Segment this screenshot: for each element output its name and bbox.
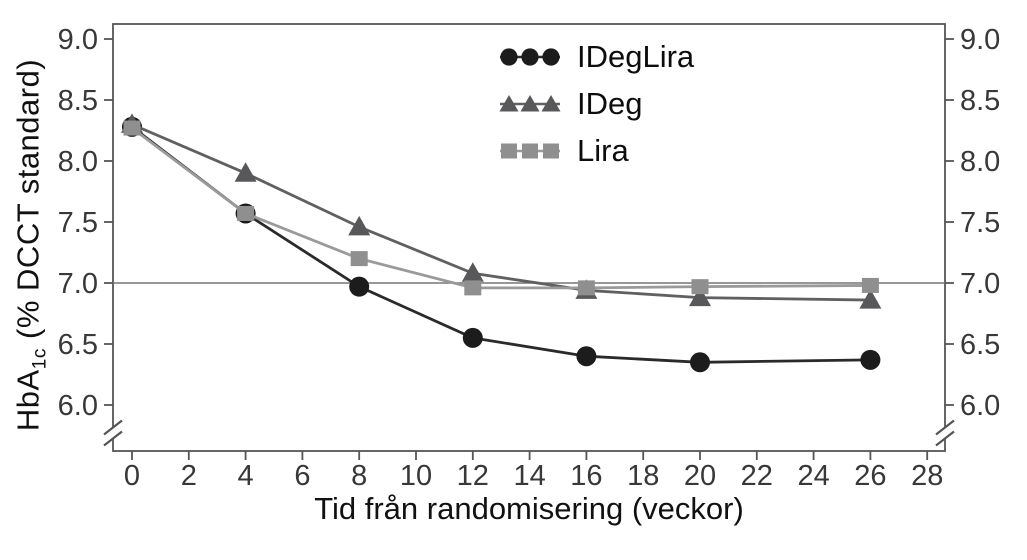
series-marker-lira-icon: [861, 277, 879, 293]
series-marker-ideg-icon: [859, 289, 882, 309]
y-axis-title: HbA1c (% DCCT standard): [10, 59, 51, 431]
legend-marker-squares-icon: [500, 143, 560, 158]
y-tick-label-right: 8.0: [960, 146, 1000, 178]
series-marker-lira-icon: [691, 279, 709, 295]
series-marker-ideg-icon: [461, 262, 484, 282]
legend-label: IDeg: [577, 85, 643, 121]
y-axis-title-prefix: HbA: [10, 369, 46, 432]
y-tick-label-left: 7.0: [58, 268, 98, 300]
x-tick-label: 2: [181, 460, 197, 492]
series-marker-lira-icon: [577, 280, 595, 296]
series-marker-ideglira-icon: [860, 349, 881, 370]
axis-break-mask: [931, 421, 959, 445]
legend-label: Lira: [577, 132, 629, 168]
y-tick-label-left: 6.5: [58, 329, 98, 361]
axis-break-icon: [103, 430, 123, 447]
series-marker-lira-icon: [123, 120, 141, 136]
y-tick-label-right: 7.0: [960, 268, 1000, 300]
x-tick-label: 8: [351, 460, 367, 492]
y-tick-label-left: 9.0: [58, 24, 98, 56]
y-tick-label-right: 6.0: [960, 390, 1000, 422]
series-marker-ideglira-icon: [576, 346, 597, 367]
legend-item-ideglira: IDegLira: [498, 33, 694, 80]
series-marker-ideg-icon: [348, 215, 371, 236]
y-axis-title-subscript: 1c: [29, 348, 51, 370]
series-marker-lira-icon: [237, 205, 255, 221]
y-tick-label-right: 6.5: [960, 329, 1000, 361]
series-marker-ideglira-icon: [462, 327, 483, 348]
legend-item-lira: Lira: [498, 127, 694, 174]
y-axis-title-suffix: (% DCCT standard): [10, 58, 46, 349]
legend-label: IDegLira: [577, 38, 695, 74]
x-tick-label: 12: [457, 460, 489, 492]
y-tick-label-left: 8.0: [58, 146, 98, 178]
series-marker-lira-icon: [464, 280, 482, 296]
series-marker-ideg-icon: [689, 286, 711, 307]
y-tick-label-left: 8.5: [58, 85, 98, 117]
x-tick-label: 24: [797, 460, 829, 492]
x-axis-title: Tid från randomisering (veckor): [314, 491, 744, 526]
x-tick-label: 0: [124, 460, 140, 492]
x-tick-label: 18: [627, 460, 659, 492]
axis-break-icon: [935, 430, 955, 447]
y-tick-label-left: 7.5: [58, 207, 98, 239]
series-marker-ideg-icon: [234, 162, 257, 182]
x-tick-label: 10: [400, 460, 432, 492]
legend-item-ideg: IDeg: [498, 80, 694, 127]
axis-break-icon: [103, 419, 123, 436]
legend-marker-triangles-icon: [499, 94, 561, 111]
y-tick-label-right: 7.5: [960, 207, 1000, 239]
y-tick-label-right: 9.0: [960, 24, 1000, 56]
x-tick-label: 16: [570, 460, 602, 492]
axis-break-icon: [935, 419, 955, 436]
x-tick-label: 22: [741, 460, 773, 492]
x-tick-label: 20: [684, 460, 716, 492]
series-marker-lira-icon: [350, 251, 368, 267]
x-tick-label: 14: [513, 460, 545, 492]
x-tick-label: 26: [854, 460, 886, 492]
legend: IDegLira IDeg Lira: [498, 33, 694, 174]
y-tick-label-left: 6.0: [58, 390, 98, 422]
legend-marker-circles-icon: [500, 47, 560, 66]
series-marker-ideglira-icon: [690, 352, 710, 373]
axis-break-mask: [99, 421, 127, 445]
x-tick-label: 6: [294, 460, 310, 492]
series-marker-ideglira-icon: [349, 276, 370, 297]
x-tick-label: 4: [238, 460, 254, 492]
x-tick-label: 28: [911, 460, 943, 492]
y-tick-label-right: 8.5: [960, 85, 1000, 117]
